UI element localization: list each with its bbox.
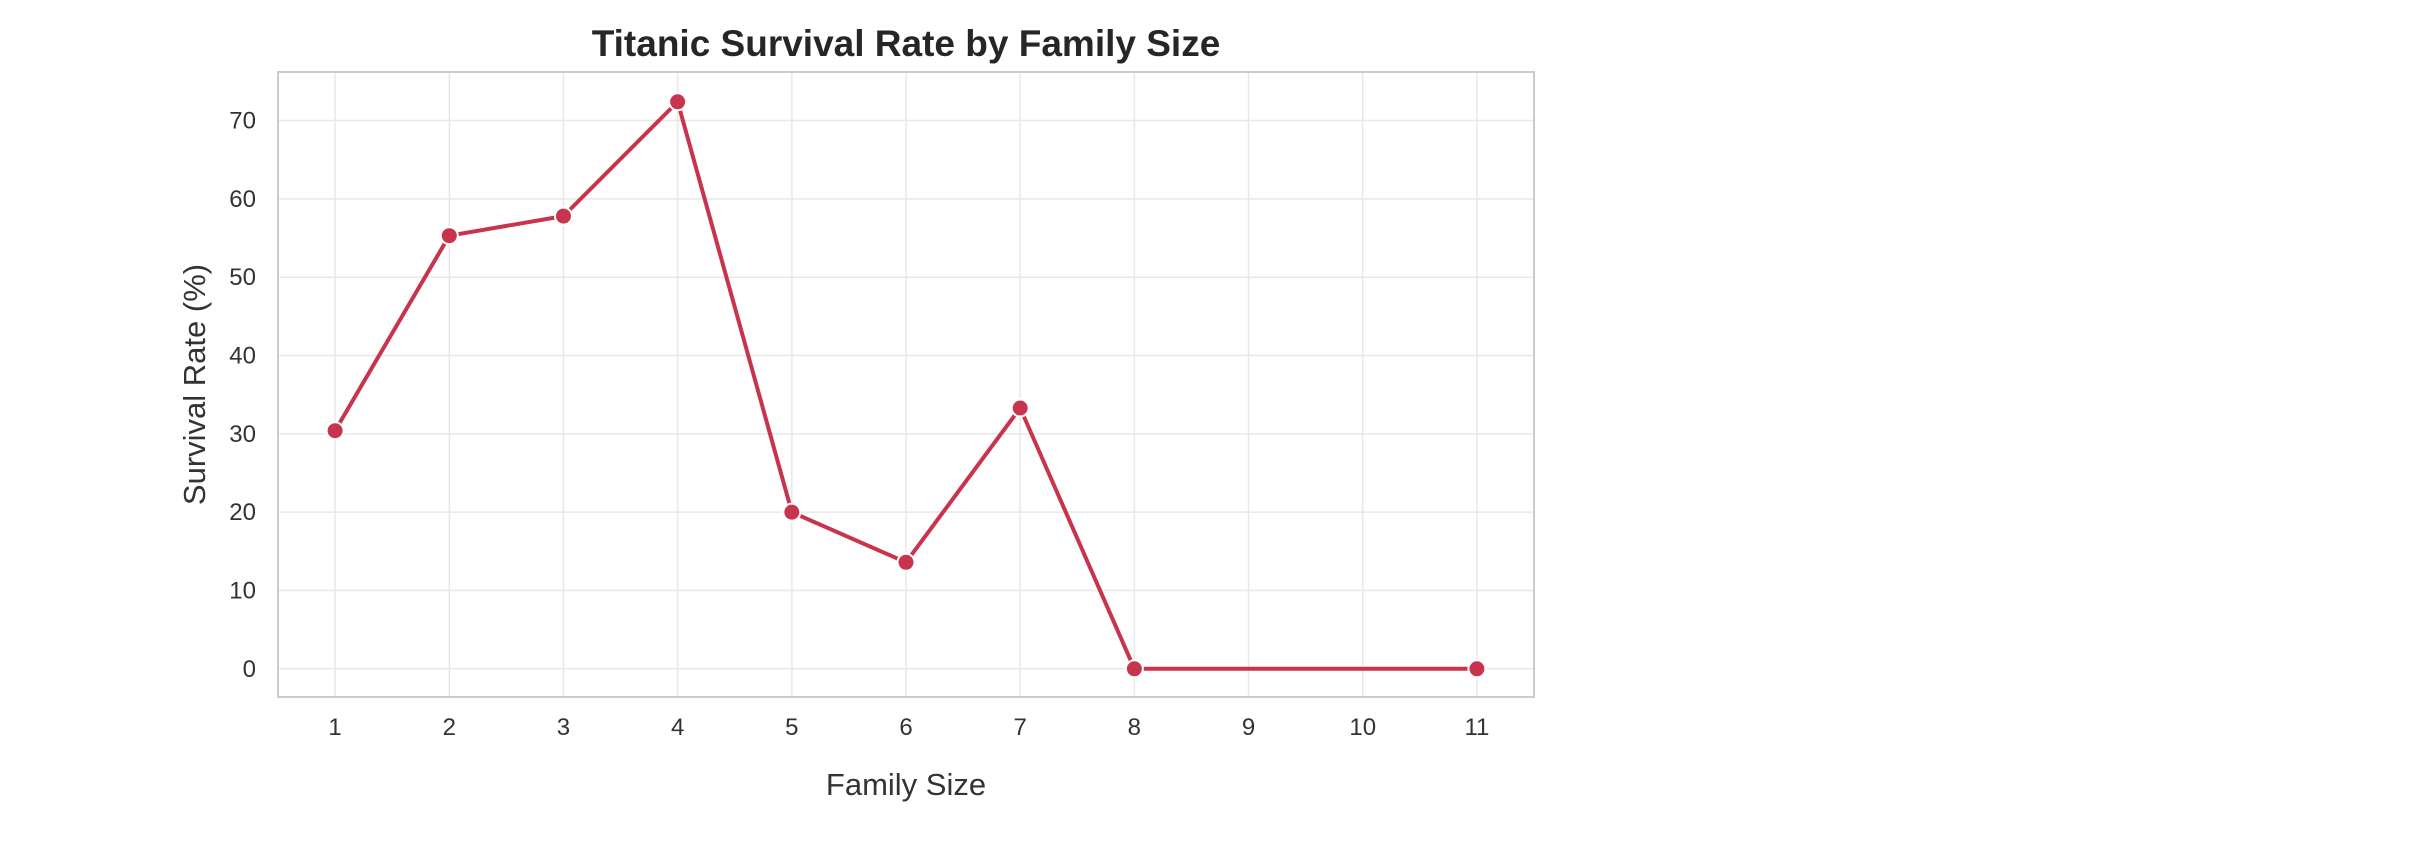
- y-tick-label: 70: [229, 108, 256, 135]
- x-tick-label: 6: [899, 714, 912, 741]
- x-tick-label: 7: [1014, 714, 1027, 741]
- grid: [278, 72, 1534, 697]
- data-point: [1124, 659, 1144, 679]
- x-tick-label: 10: [1349, 714, 1376, 741]
- chart-title: Titanic Survival Rate by Family Size: [592, 23, 1221, 64]
- x-tick-label: 1: [328, 714, 341, 741]
- x-tick-label: 8: [1128, 714, 1141, 741]
- data-point: [1010, 398, 1030, 418]
- y-tick-label: 60: [229, 186, 256, 213]
- plot-area: [277, 71, 1535, 698]
- axis-ticks: 1 2 3 4 5 6 7 8 9 10 11 0 10 20 30 40 50 60 70: [229, 108, 1489, 741]
- x-tick-label: 3: [557, 714, 570, 741]
- data-point: [1467, 659, 1487, 679]
- y-axis-label: Survival Rate (%): [177, 264, 212, 505]
- data-point: [782, 502, 802, 522]
- x-tick-label: 5: [785, 714, 798, 741]
- x-tick-label: 9: [1242, 714, 1255, 741]
- series-layer: [325, 92, 1487, 679]
- y-tick-label: 10: [229, 577, 256, 604]
- y-tick-label: 50: [229, 264, 256, 291]
- data-point: [439, 226, 459, 246]
- y-tick-label: 0: [243, 656, 256, 683]
- x-tick-label: 4: [671, 714, 684, 741]
- y-tick-label: 20: [229, 499, 256, 526]
- data-point: [553, 206, 573, 226]
- y-tick-label: 40: [229, 343, 256, 370]
- x-axis-label: Family Size: [826, 767, 986, 802]
- x-tick-label: 11: [1464, 714, 1489, 741]
- x-tick-label: 2: [443, 714, 456, 741]
- data-point: [668, 92, 688, 112]
- data-point: [896, 552, 916, 572]
- y-tick-label: 30: [229, 421, 256, 448]
- data-point: [325, 421, 345, 441]
